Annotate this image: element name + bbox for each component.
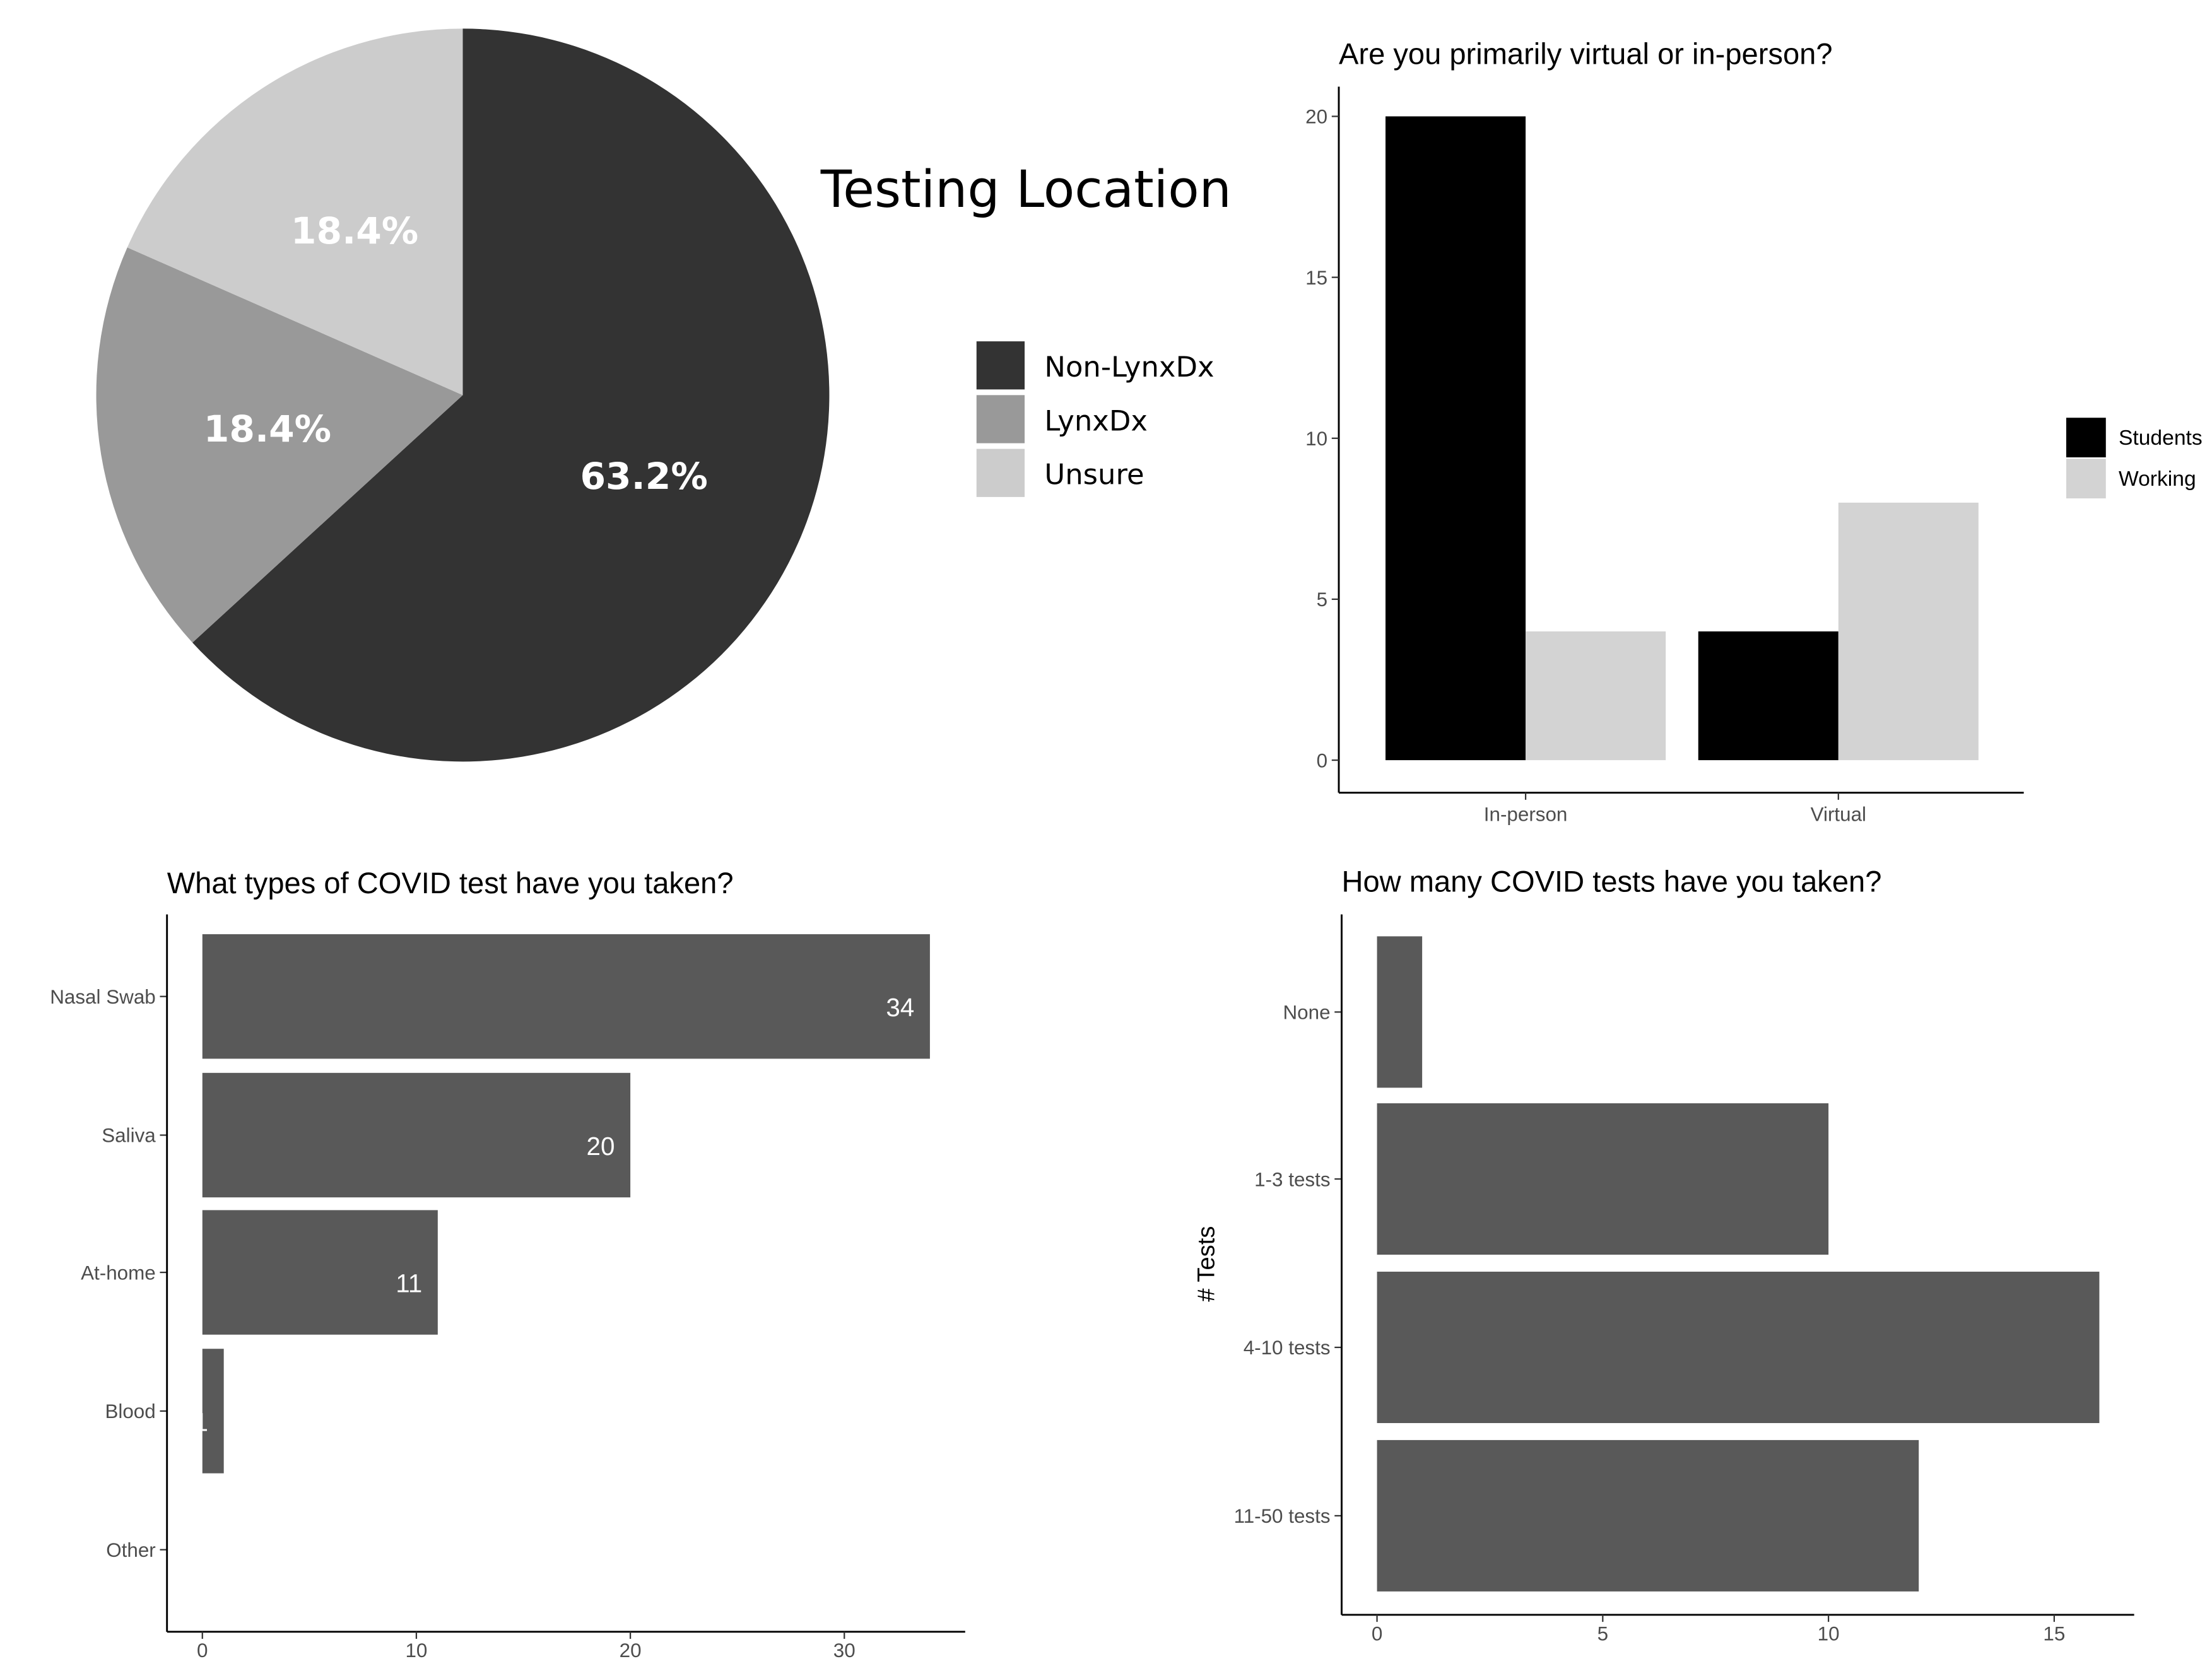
legend-label-students: Students: [2119, 426, 2203, 450]
y-tick-label: Blood: [105, 1400, 155, 1422]
y-tick-label: None: [1283, 1002, 1330, 1024]
y-tick-label: 10: [1305, 428, 1327, 450]
y-tick-label: Nasal Swab: [50, 986, 156, 1008]
x-tick-label: 0: [197, 1639, 208, 1659]
pie-legend-label: Unsure: [1044, 458, 1144, 491]
legend-label-working: Working: [2119, 467, 2196, 491]
x-tick-label: 20: [620, 1639, 642, 1659]
bar-virtual-working: [1838, 502, 1979, 761]
legend-swatch-students: [2066, 418, 2106, 458]
bar-1-3-tests: [1377, 1103, 1829, 1255]
x-tick-label: Virtual: [1811, 804, 1866, 826]
y-tick-label: Other: [106, 1539, 156, 1561]
x-tick-label: 30: [833, 1639, 856, 1659]
x-tick-label: 0: [1372, 1622, 1382, 1644]
pie-slice-lynxdx: [96, 247, 463, 643]
y-tick-label: 15: [1305, 267, 1327, 289]
pie-legend-label: LynxDx: [1044, 404, 1148, 437]
y-tick-label: 11-50 tests: [1234, 1505, 1331, 1527]
pie-chart-panel: 63.2% 18.4% 18.4% Testing Location Non-Lyn…: [96, 28, 1232, 762]
pie-legend-label: Non-LynxDx: [1044, 350, 1214, 384]
bar-in-person-working: [1526, 631, 1666, 761]
y-tick-label: 4-10 tests: [1244, 1337, 1331, 1359]
pie-title: Testing Location: [820, 160, 1232, 220]
bar-value-label: 20: [587, 1132, 615, 1161]
y-tick-label: 5: [1317, 589, 1327, 611]
bar-at-home: [202, 1210, 438, 1335]
x-tick-label: 10: [1818, 1622, 1840, 1644]
y-tick-label: 1-3 tests: [1254, 1168, 1330, 1190]
x-tick-label: 10: [405, 1639, 427, 1659]
test-count-bar-chart-panel: How many COVID tests have you taken? # T…: [1193, 865, 2134, 1644]
x-tick-label: In-person: [1484, 804, 1568, 826]
test-types-bar-chart-panel: What types of COVID test have you taken?…: [50, 866, 965, 1659]
bar-saliva: [202, 1072, 631, 1198]
grouped-bar-chart-panel: Are you primarily virtual or in-person? …: [1305, 37, 2203, 825]
bar-in-person-students: [1385, 116, 1526, 761]
test-types-title: What types of COVID test have you taken?: [167, 866, 734, 900]
pie-slice-non-lynxdx: [192, 28, 830, 762]
y-tick-label: 0: [1317, 749, 1327, 771]
pie-slice-label: 63.2%: [580, 455, 707, 498]
test-count-ylabel: # Tests: [1193, 1226, 1220, 1302]
test-count-title: How many COVID tests have you taken?: [1341, 865, 1881, 898]
legend-swatch-working: [2066, 459, 2106, 499]
bar-11-50-tests: [1377, 1439, 1919, 1592]
pie-slice-label: 18.4%: [291, 209, 418, 252]
pie-legend-swatch: [976, 448, 1025, 497]
y-tick-label: At-home: [81, 1262, 156, 1284]
bar-nasal-swab: [202, 934, 930, 1059]
pie-slice-label: 18.4%: [204, 407, 331, 450]
grouped-bar-title: Are you primarily virtual or in-person?: [1339, 37, 1833, 70]
x-tick-label: 5: [1597, 1622, 1608, 1644]
bar-value-label: 1: [194, 1407, 208, 1436]
y-tick-label: 20: [1305, 106, 1327, 128]
bar-value-label: 11: [396, 1269, 422, 1298]
pie-legend-swatch: [976, 341, 1025, 390]
pie-legend-swatch: [976, 395, 1025, 443]
bar-value-label: 34: [886, 993, 914, 1022]
bar-virtual-students: [1698, 631, 1838, 761]
bar-none: [1377, 936, 1423, 1088]
bar-4-10-tests: [1377, 1271, 2100, 1423]
x-tick-label: 15: [2043, 1622, 2065, 1644]
y-tick-label: Saliva: [102, 1125, 156, 1147]
bar-blood: [202, 1349, 224, 1474]
pie-slice-unsure: [127, 28, 463, 396]
